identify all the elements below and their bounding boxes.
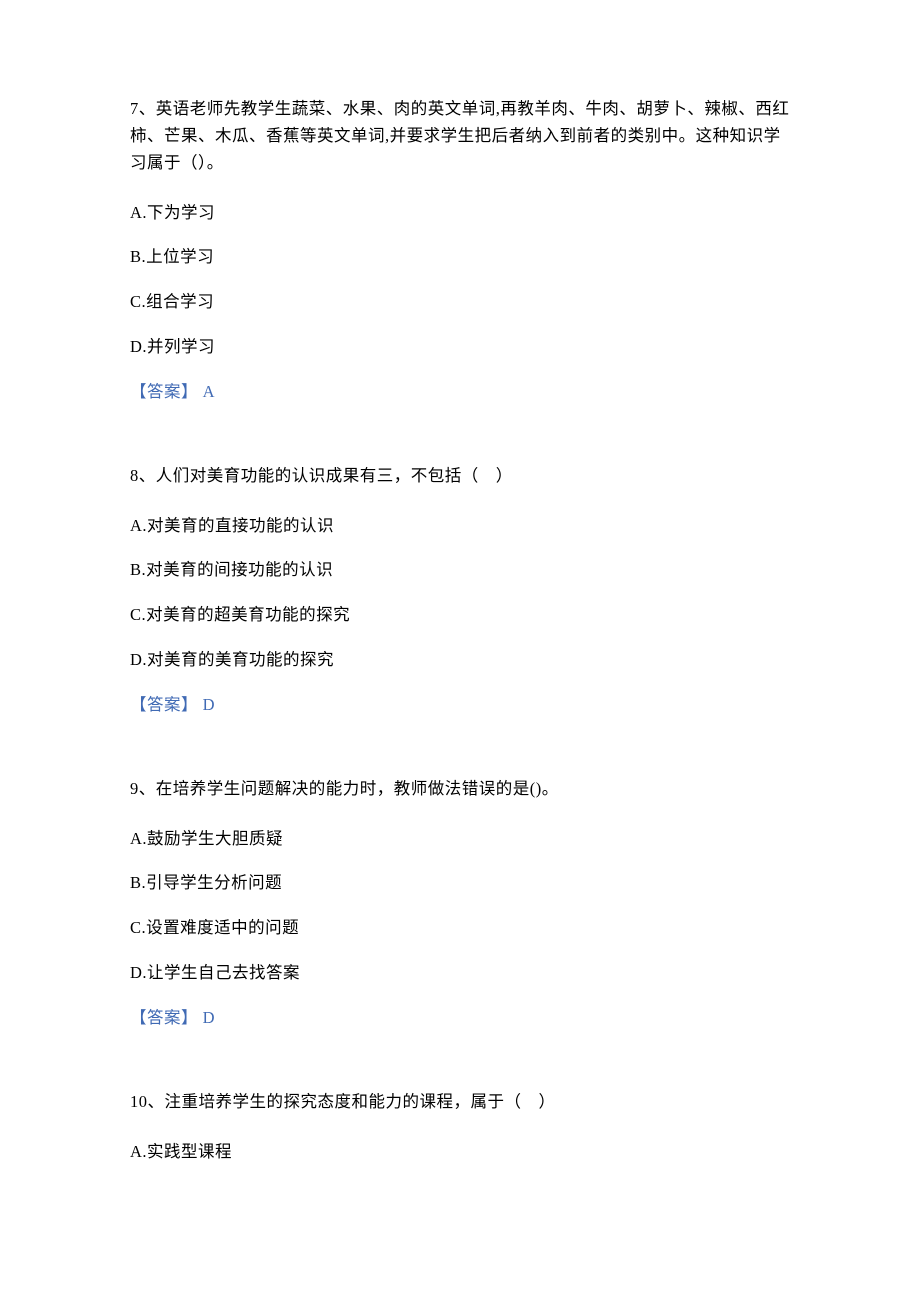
option-a: A.实践型课程 [130,1140,790,1165]
option-d: D.对美育的美育功能的探究 [130,648,790,673]
option-b: B.引导学生分析问题 [130,871,790,896]
option-c: C.设置难度适中的问题 [130,916,790,941]
document-page: 7、英语老师先教学生蔬菜、水果、肉的英文单词,再教羊肉、牛肉、胡萝卜、辣椒、西红… [0,0,920,1282]
answer: 【答案】 D [130,1006,790,1031]
question-number: 10、 [130,1092,165,1111]
option-a: A.下为学习 [130,201,790,226]
option-c: C.对美育的超美育功能的探究 [130,603,790,628]
question-number: 9、 [130,779,156,798]
answer-label: 【答案】 [130,382,198,401]
answer-value: A [198,382,215,401]
question-text: 10、注重培养学生的探究态度和能力的课程，属于（ ） [130,1088,790,1115]
question-text: 8、人们对美育功能的认识成果有三，不包括（ ） [130,462,790,489]
question-body: 在培养学生问题解决的能力时，教师做法错误的是()。 [156,779,559,798]
answer-value: D [198,695,215,714]
option-c: C.组合学习 [130,290,790,315]
question-number: 7、 [130,99,156,118]
question-body: 注重培养学生的探究态度和能力的课程，属于（ ） [165,1092,556,1111]
option-a: A.对美育的直接功能的认识 [130,514,790,539]
option-b: B.对美育的间接功能的认识 [130,558,790,583]
option-d: D.让学生自己去找答案 [130,961,790,986]
question-body: 英语老师先教学生蔬菜、水果、肉的英文单词,再教羊肉、牛肉、胡萝卜、辣椒、西红柿、… [130,99,789,172]
question-text: 9、在培养学生问题解决的能力时，教师做法错误的是()。 [130,775,790,802]
question-body: 人们对美育功能的认识成果有三，不包括（ ） [156,466,513,485]
question-block: 7、英语老师先教学生蔬菜、水果、肉的英文单词,再教羊肉、牛肉、胡萝卜、辣椒、西红… [130,95,790,404]
answer-label: 【答案】 [130,1008,198,1027]
answer: 【答案】 D [130,693,790,718]
answer-value: D [198,1008,215,1027]
answer: 【答案】 A [130,380,790,405]
question-block: 8、人们对美育功能的认识成果有三，不包括（ ） A.对美育的直接功能的认识 B.… [130,462,790,717]
option-d: D.并列学习 [130,335,790,360]
question-block: 9、在培养学生问题解决的能力时，教师做法错误的是()。 A.鼓励学生大胆质疑 B… [130,775,790,1030]
question-text: 7、英语老师先教学生蔬菜、水果、肉的英文单词,再教羊肉、牛肉、胡萝卜、辣椒、西红… [130,95,790,177]
option-a: A.鼓励学生大胆质疑 [130,827,790,852]
option-b: B.上位学习 [130,245,790,270]
question-block: 10、注重培养学生的探究态度和能力的课程，属于（ ） A.实践型课程 [130,1088,790,1164]
answer-label: 【答案】 [130,695,198,714]
question-number: 8、 [130,466,156,485]
